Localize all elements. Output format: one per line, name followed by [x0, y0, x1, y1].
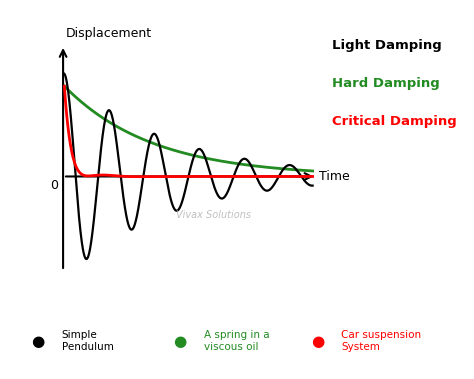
Text: ●: ●: [31, 334, 45, 349]
Text: A spring in a
viscous oil: A spring in a viscous oil: [204, 330, 269, 352]
Text: Simple
Pendulum: Simple Pendulum: [62, 330, 113, 352]
Text: Vivax Solutions: Vivax Solutions: [176, 210, 251, 221]
Text: Car suspension
System: Car suspension System: [341, 330, 421, 352]
Text: ●: ●: [173, 334, 187, 349]
Text: 0: 0: [50, 179, 58, 191]
Text: Light Damping: Light Damping: [332, 39, 442, 52]
Text: Critical Damping: Critical Damping: [332, 115, 456, 128]
Text: Displacement: Displacement: [65, 27, 152, 40]
Text: Hard Damping: Hard Damping: [332, 77, 439, 90]
Text: Time: Time: [319, 170, 349, 183]
Text: ●: ●: [311, 334, 324, 349]
